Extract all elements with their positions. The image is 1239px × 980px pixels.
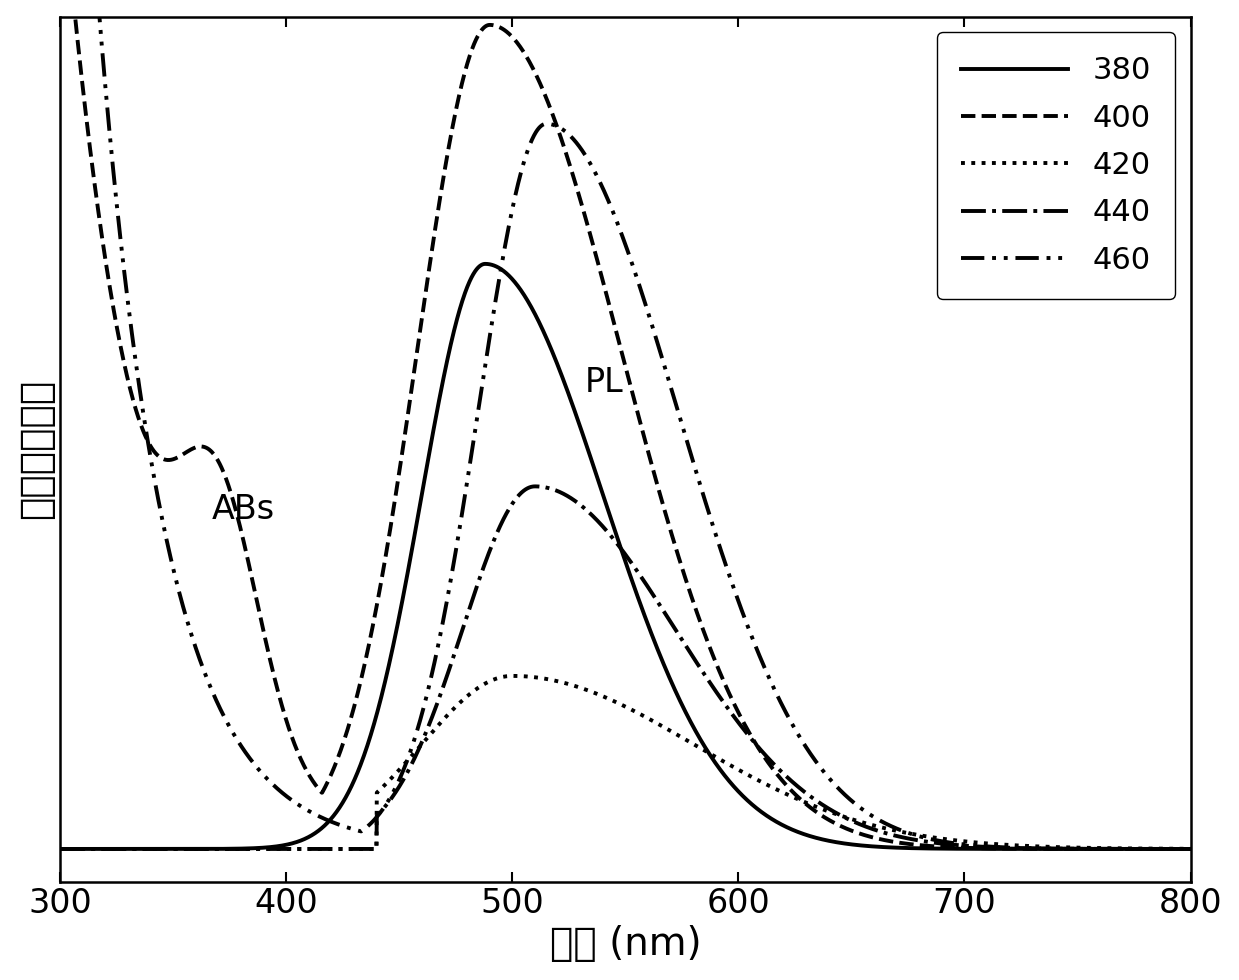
Legend: 380, 400, 420, 440, 460: 380, 400, 420, 440, 460 — [937, 32, 1176, 299]
420 — [506, 670, 520, 682]
400 — [1183, 843, 1198, 855]
400 — [486, 20, 501, 31]
460 — [1183, 843, 1198, 855]
440 — [528, 480, 543, 492]
380 — [1161, 843, 1176, 855]
420 — [1040, 841, 1054, 853]
440 — [53, 843, 68, 855]
Line: 400: 400 — [61, 0, 1191, 849]
400 — [535, 83, 550, 95]
460 — [486, 307, 501, 318]
440 — [182, 843, 197, 855]
Line: 420: 420 — [61, 676, 1191, 849]
420 — [1161, 843, 1176, 855]
420 — [486, 673, 501, 685]
400 — [1040, 843, 1054, 855]
420 — [1183, 843, 1198, 855]
380 — [478, 258, 493, 270]
380 — [1183, 843, 1198, 855]
380 — [1040, 843, 1054, 855]
420 — [53, 843, 68, 855]
Line: 440: 440 — [61, 486, 1191, 849]
460 — [1040, 843, 1054, 855]
380 — [182, 843, 197, 855]
420 — [182, 843, 197, 855]
X-axis label: 波长 (nm): 波长 (nm) — [550, 925, 701, 963]
460 — [249, 760, 264, 772]
Text: PL: PL — [585, 366, 623, 399]
Line: 380: 380 — [61, 264, 1191, 849]
Text: ABs: ABs — [212, 493, 275, 526]
400 — [1161, 843, 1176, 855]
440 — [1161, 843, 1176, 855]
400 — [182, 445, 197, 457]
420 — [535, 672, 550, 684]
380 — [487, 260, 502, 271]
440 — [535, 481, 550, 493]
400 — [249, 592, 264, 604]
380 — [535, 324, 550, 336]
440 — [1040, 843, 1054, 855]
Line: 460: 460 — [61, 0, 1191, 849]
440 — [1183, 843, 1198, 855]
460 — [182, 621, 197, 633]
460 — [535, 119, 550, 130]
Y-axis label: 强度（任意）: 强度（任意） — [16, 379, 55, 519]
380 — [249, 842, 264, 854]
440 — [486, 535, 501, 547]
460 — [1161, 843, 1176, 855]
440 — [249, 843, 264, 855]
420 — [249, 843, 264, 855]
380 — [53, 843, 68, 855]
